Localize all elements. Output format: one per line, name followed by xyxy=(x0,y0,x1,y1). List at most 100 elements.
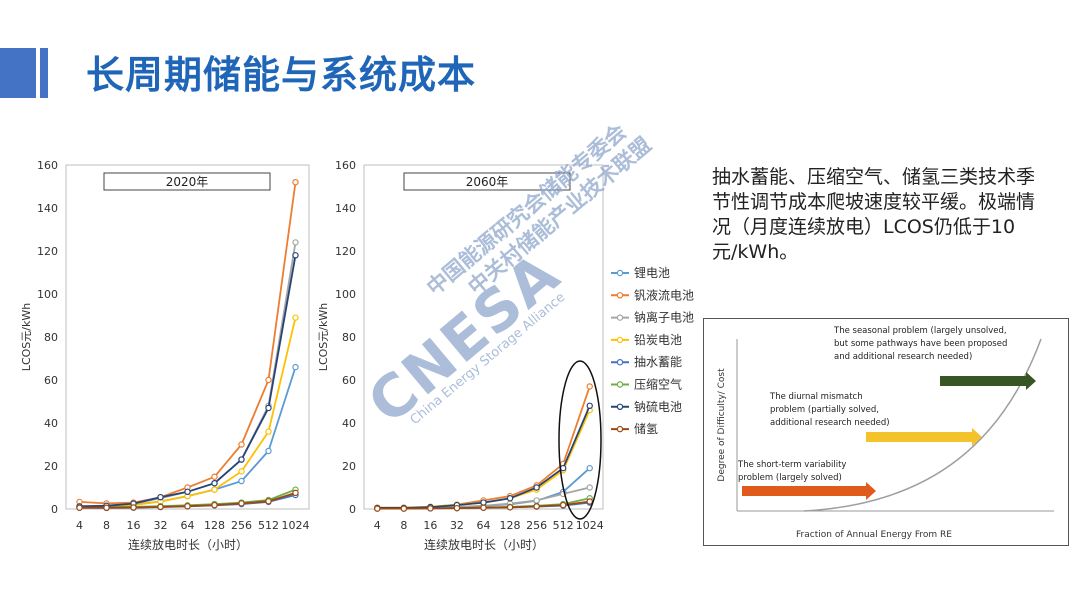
legend-marker xyxy=(616,292,624,299)
x-tick-label: 256 xyxy=(231,519,252,532)
difficulty-inset-figure: Degree of Difficulty/ Cost Fraction of An… xyxy=(703,318,1069,546)
data-point xyxy=(427,505,434,512)
data-point xyxy=(374,505,381,512)
x-axis-label: 连续放电时长（小时） xyxy=(424,537,544,552)
data-point xyxy=(211,473,218,480)
data-point xyxy=(211,480,218,487)
data-point xyxy=(480,504,487,511)
inset-annotation-text: The diurnal mismatch xyxy=(769,392,863,402)
legend-label: 抽水蓄能 xyxy=(634,355,682,369)
legend-marker xyxy=(616,403,624,410)
chart-title-box xyxy=(103,172,271,191)
legend-label: 压缩空气 xyxy=(634,377,682,392)
description-text: 抽水蓄能、压缩空气、储氢三类技术季节性调节成本爬坡速度较平缓。极端情况（月度连续… xyxy=(712,166,1036,263)
x-tick-label: 64 xyxy=(477,519,491,532)
title-accent-bar-thin xyxy=(40,48,48,98)
data-point xyxy=(559,464,567,472)
data-point xyxy=(211,486,218,493)
data-point xyxy=(184,503,191,510)
legend-label: 铅炭电池 xyxy=(634,333,682,347)
inset-annotation-text: The seasonal problem (largely unsolved, xyxy=(833,326,1007,336)
data-point xyxy=(265,428,272,435)
data-point xyxy=(238,468,245,475)
data-point xyxy=(453,504,461,512)
y-tick-label: 20 xyxy=(342,460,356,473)
legend-marker xyxy=(616,314,624,321)
inset-annotation-text: problem (largely solved) xyxy=(738,473,842,483)
lcos-chart-1: 0 20 40 60 80 100 120 140 160 4 8 16 32 64 128 256 512 10… xyxy=(317,159,694,552)
inset-annotation-text: additional research needed) xyxy=(770,418,890,428)
x-tick-label: 8 xyxy=(400,519,407,532)
lcos-chart-0: 0 20 40 60 80 100 120 140 160 4 8 16 32 64 128 256 512 10… xyxy=(20,159,310,552)
y-tick-label: 0 xyxy=(51,503,58,516)
data-point xyxy=(157,493,164,501)
legend-marker xyxy=(616,359,624,366)
x-tick-label: 1024 xyxy=(282,519,310,532)
legend-marker xyxy=(616,269,624,277)
x-tick-label: 8 xyxy=(103,519,110,532)
data-point xyxy=(559,501,567,509)
data-point xyxy=(506,504,514,511)
x-tick-label: 512 xyxy=(553,519,574,532)
data-point xyxy=(292,252,299,259)
x-tick-label: 4 xyxy=(374,519,381,532)
chart-title: 2020年 xyxy=(166,175,209,189)
y-tick-label: 120 xyxy=(335,245,356,258)
x-tick-label: 32 xyxy=(450,519,464,532)
data-point xyxy=(238,441,245,448)
y-tick-label: 40 xyxy=(44,417,58,430)
y-tick-label: 40 xyxy=(342,417,356,430)
y-axis-label: LCOS元/kWh xyxy=(317,303,330,371)
data-point xyxy=(292,178,299,186)
data-point xyxy=(586,464,593,472)
data-point xyxy=(586,484,593,491)
inset-x-label: Fraction of Annual Energy From RE xyxy=(796,530,952,540)
data-point xyxy=(157,503,164,511)
y-tick-label: 100 xyxy=(37,288,58,301)
y-tick-label: 120 xyxy=(37,245,58,258)
y-tick-label: 160 xyxy=(335,159,356,172)
x-tick-label: 256 xyxy=(526,519,547,532)
data-point xyxy=(506,495,514,502)
data-point xyxy=(265,498,272,505)
legend-label: 锂电池 xyxy=(634,265,670,280)
legend-marker xyxy=(616,425,624,433)
data-point xyxy=(533,497,540,504)
data-point xyxy=(238,456,245,463)
x-tick-label: 32 xyxy=(154,519,168,532)
data-point xyxy=(292,314,299,321)
data-point xyxy=(238,477,245,485)
legend-marker xyxy=(616,336,624,344)
x-tick-label: 128 xyxy=(500,519,521,532)
x-tick-label: 512 xyxy=(258,519,279,532)
data-point xyxy=(586,498,593,505)
y-tick-label: 60 xyxy=(44,374,58,387)
x-tick-label: 1024 xyxy=(576,519,604,532)
data-point xyxy=(265,447,272,455)
y-tick-label: 100 xyxy=(335,288,356,301)
data-point xyxy=(238,500,245,507)
data-point xyxy=(292,239,299,246)
title-accent-bar xyxy=(0,48,36,98)
data-point xyxy=(480,499,487,506)
data-point xyxy=(211,501,218,509)
page-title: 长周期储能与系统成本 xyxy=(86,53,477,97)
chart-title-box xyxy=(403,172,571,191)
y-tick-label: 20 xyxy=(44,460,58,473)
inset-annotation-text: problem (partially solved, xyxy=(770,405,879,415)
plot-area xyxy=(65,164,310,510)
x-tick-label: 16 xyxy=(127,519,141,532)
legend-label: 储氢 xyxy=(634,421,658,436)
inset-annotation-text: The short-term variability xyxy=(737,460,846,470)
legend-marker xyxy=(616,381,624,388)
x-tick-label: 16 xyxy=(423,519,437,532)
data-point xyxy=(184,488,191,495)
data-point xyxy=(400,505,408,512)
inset-arrow-2 xyxy=(742,482,876,500)
y-tick-label: 140 xyxy=(37,202,58,215)
legend-label: 钠硫电池 xyxy=(634,399,682,414)
highlight-ellipse xyxy=(558,360,602,520)
data-point xyxy=(265,404,272,412)
chart-title: 2060年 xyxy=(466,175,509,189)
